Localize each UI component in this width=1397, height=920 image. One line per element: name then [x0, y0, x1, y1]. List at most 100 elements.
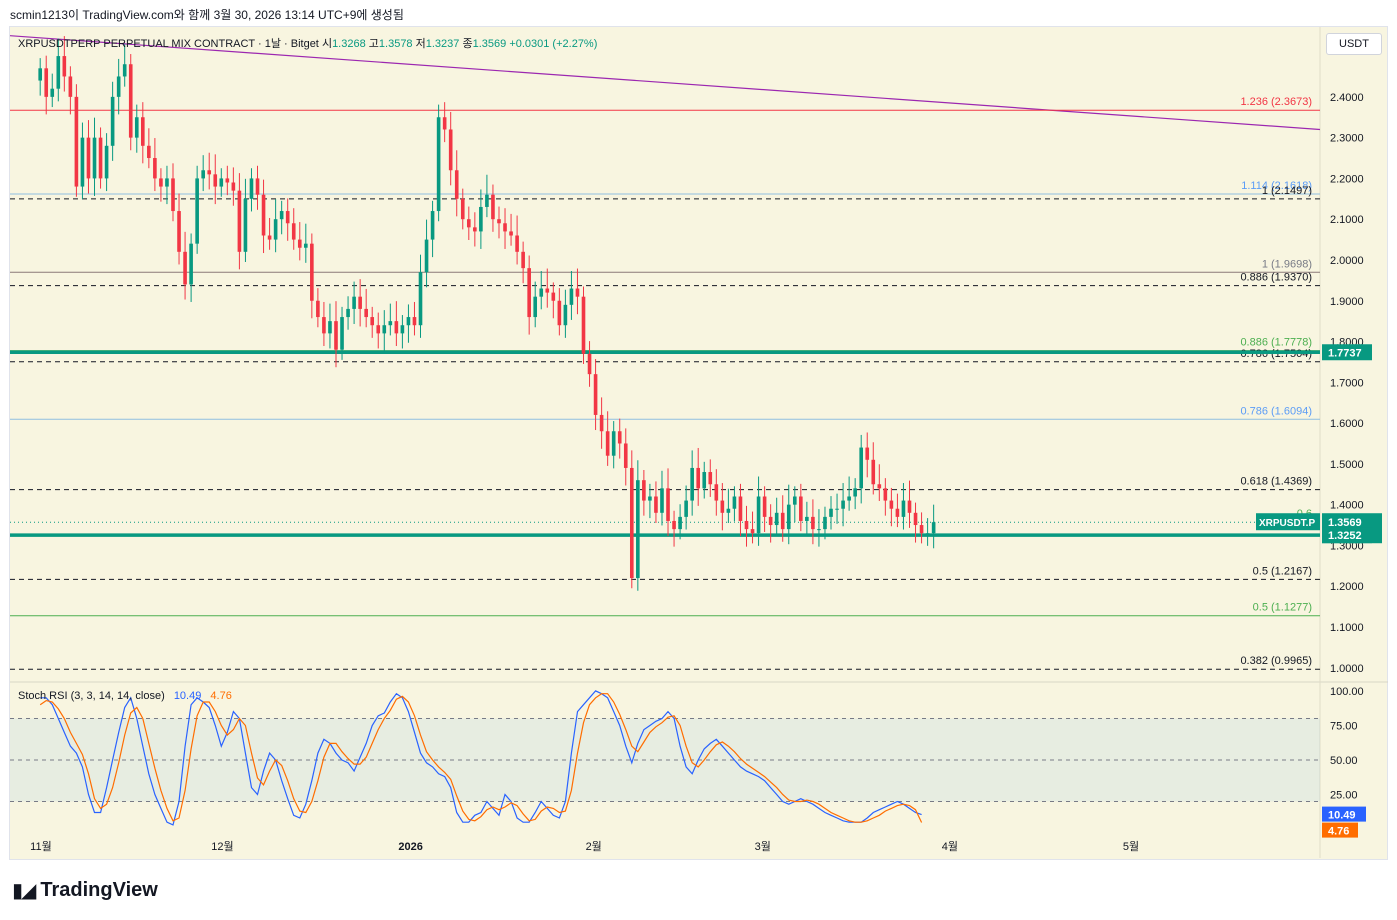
candle-body: [557, 300, 562, 326]
candle-body: [466, 219, 471, 228]
stoch-axis-label: 50.00: [1330, 755, 1358, 767]
stoch-axis-label: 75.00: [1330, 720, 1358, 732]
candle-body: [110, 96, 115, 146]
high-value: 1.3578: [378, 38, 413, 50]
candle-body: [134, 117, 139, 138]
candle-body: [424, 239, 429, 273]
low-label: 저: [415, 38, 426, 50]
symbol-tag-label: XRPUSDT.P: [1259, 518, 1315, 529]
candle-body: [503, 223, 507, 232]
time-axis-label: 2월: [586, 840, 602, 853]
candle-body: [195, 178, 199, 244]
stoch-axis-label: 100.00: [1330, 686, 1364, 698]
candle-body: [334, 321, 338, 350]
chart-attribution: scmin1213이 TradingView.com와 함께 3월 30, 20…: [10, 8, 404, 22]
stoch-d-tag-label: 4.76: [1328, 826, 1349, 838]
indicator-d-value: 4.76: [210, 690, 232, 702]
candle-body: [666, 488, 670, 521]
price-axis-label: 1.9000: [1330, 296, 1364, 308]
price-axis-label: 2.4000: [1330, 92, 1364, 104]
candle-body: [316, 300, 320, 318]
candle-body: [189, 243, 193, 285]
candle-body: [80, 137, 85, 187]
candle-body: [913, 512, 918, 526]
candle-body: [678, 516, 682, 530]
candle-body: [322, 317, 326, 334]
time-axis-label: 4월: [942, 840, 958, 853]
candle-body: [430, 211, 435, 240]
candle-body: [569, 288, 574, 305]
fib-level-label: 0.5 (1.2167): [1253, 565, 1312, 577]
candle-body: [744, 520, 749, 530]
price-axis-label: 1.3000: [1330, 540, 1364, 552]
candle-body: [267, 235, 272, 240]
candle-body: [128, 64, 133, 138]
candle-body: [62, 56, 67, 77]
candle-body: [44, 68, 49, 97]
candle-body: [883, 488, 888, 501]
stoch-d-tag: [1322, 822, 1358, 838]
candle-body: [931, 522, 936, 534]
price-axis-label: 1.2000: [1330, 581, 1364, 593]
candle-body: [708, 472, 713, 485]
currency-button[interactable]: USDT: [1326, 33, 1382, 55]
candle-body: [237, 190, 242, 252]
indicator-legend[interactable]: Stoch RSI (3, 3, 14, 14, close) 10.49 4.…: [18, 690, 232, 702]
candle-body: [762, 496, 767, 517]
tradingview-logo[interactable]: ▮◢ TradingView: [12, 878, 158, 903]
candle-body: [460, 198, 465, 220]
candle-body: [551, 292, 556, 301]
candle-body: [165, 178, 169, 187]
time-axis-label: 11월: [30, 840, 52, 853]
candle-body: [454, 170, 459, 199]
price-axis-label: 2.0000: [1330, 255, 1364, 267]
candle-body: [86, 137, 91, 179]
fib-level-label: 1.114 (2.1618): [1241, 180, 1312, 192]
candle-body: [219, 178, 224, 187]
candle-body: [207, 170, 212, 175]
candle-body: [364, 308, 368, 318]
candle-body: [768, 516, 773, 526]
candle-body: [201, 170, 205, 179]
candle-body: [485, 194, 489, 207]
time-axis-label: 5월: [1123, 840, 1139, 853]
candle-body: [249, 178, 254, 199]
candle-body: [479, 206, 483, 232]
candle-body: [877, 484, 882, 489]
low-value: 1.3237: [425, 38, 460, 50]
indicator-name: Stoch RSI (3, 3, 14, 14, close): [18, 690, 165, 702]
candle-body: [273, 219, 278, 240]
candle-body: [394, 321, 399, 334]
candle-body: [581, 296, 586, 354]
symbol-legend: XRPUSDTPERP PERPETUAL MIX CONTRACT · 1날 …: [18, 35, 597, 51]
symbol-name: XRPUSDTPERP PERPETUAL MIX CONTRACT · 1날 …: [18, 38, 319, 50]
candle-body: [799, 496, 803, 521]
price-tag-label: 1.3252: [1328, 530, 1362, 542]
candle-body: [895, 508, 900, 517]
candle-body: [889, 500, 894, 509]
candle-body: [261, 194, 266, 236]
candle-body: [297, 239, 302, 248]
candle-body: [122, 64, 127, 77]
price-tag-label: 1.7737: [1328, 347, 1362, 359]
candle-body: [611, 431, 616, 456]
fib-level-label: 0.382 (0.9965): [1240, 655, 1312, 667]
open-value: 1.3268: [332, 38, 366, 50]
candle-body: [780, 512, 785, 530]
fib-level-label: 1.236 (2.3673): [1240, 96, 1312, 108]
candle-body: [750, 529, 755, 534]
chart-panel[interactable]: [9, 26, 1388, 860]
candle-body: [919, 525, 924, 534]
candle-body: [623, 443, 628, 468]
candle-body: [732, 496, 737, 509]
stoch-series-k: [40, 690, 922, 826]
close-value: 1.3569: [472, 38, 507, 50]
symbol-tag: [1256, 513, 1320, 531]
candle-body: [648, 496, 652, 501]
open-label: 시: [321, 38, 333, 50]
candle-body: [509, 231, 513, 236]
candle-body: [491, 194, 495, 220]
candle-body: [231, 182, 236, 191]
candle-body: [871, 459, 876, 485]
